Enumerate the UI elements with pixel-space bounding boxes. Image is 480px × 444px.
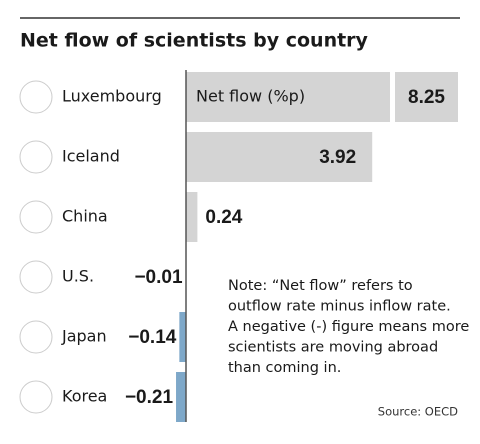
flag-stripe [20,102,52,113]
category-label: China [62,207,108,226]
bar [176,372,186,422]
note-line: Note: “Net flow” refers to [228,278,413,294]
flag-stripe [20,270,52,272]
category-label: Luxembourg [62,87,162,106]
value-label: 8.25 [408,87,445,108]
value-label: −0.21 [125,387,174,408]
bar [179,312,186,362]
flag-stripe [20,92,52,103]
flag-cross [20,155,52,159]
value-label: 3.92 [319,147,356,168]
flag-border [19,320,53,354]
bar [186,192,198,242]
flag-border [19,380,53,414]
note-line: scientists are moving abroad [228,340,438,356]
flag-stripe [20,284,52,286]
flag-cross [32,141,36,173]
value-label: −0.14 [128,327,177,348]
flag-stripe [20,275,52,277]
value-label: 0.24 [205,207,242,228]
foreground: Luxembourg 8.25 Iceland 3.92 ★ China 0.24 U.S. −… [19,70,469,422]
flag-cross [20,153,52,161]
note-line: than coming in. [228,360,341,376]
value-label: −0.01 [134,267,183,288]
flag-stripe [20,81,52,92]
flag-taeguk [28,397,44,405]
flag-border [19,200,53,234]
flag-border [19,140,53,174]
category-label: Iceland [62,147,120,166]
flag-taeguk [28,389,44,397]
value-axis-label: Net flow (%p) [196,87,305,106]
flag-stripe [20,279,52,281]
note-line: outflow rate minus inflow rate. [228,299,451,315]
category-label: Korea [62,387,107,406]
flag-border [19,80,53,114]
flag-sun [27,328,45,346]
category-label: Japan [61,327,107,346]
note-line: A negative (-) figure means more [228,319,469,335]
bars [176,72,458,422]
category-label: U.S. [62,267,94,286]
bar [186,72,458,122]
bar [186,132,373,182]
flag-star: ★ [25,206,35,219]
bar-break [390,71,395,123]
flag-border [19,260,53,294]
source: Source: OECD [378,405,458,419]
chart-title: Net flow of scientists by country [20,30,369,52]
flag-cross [30,141,38,173]
